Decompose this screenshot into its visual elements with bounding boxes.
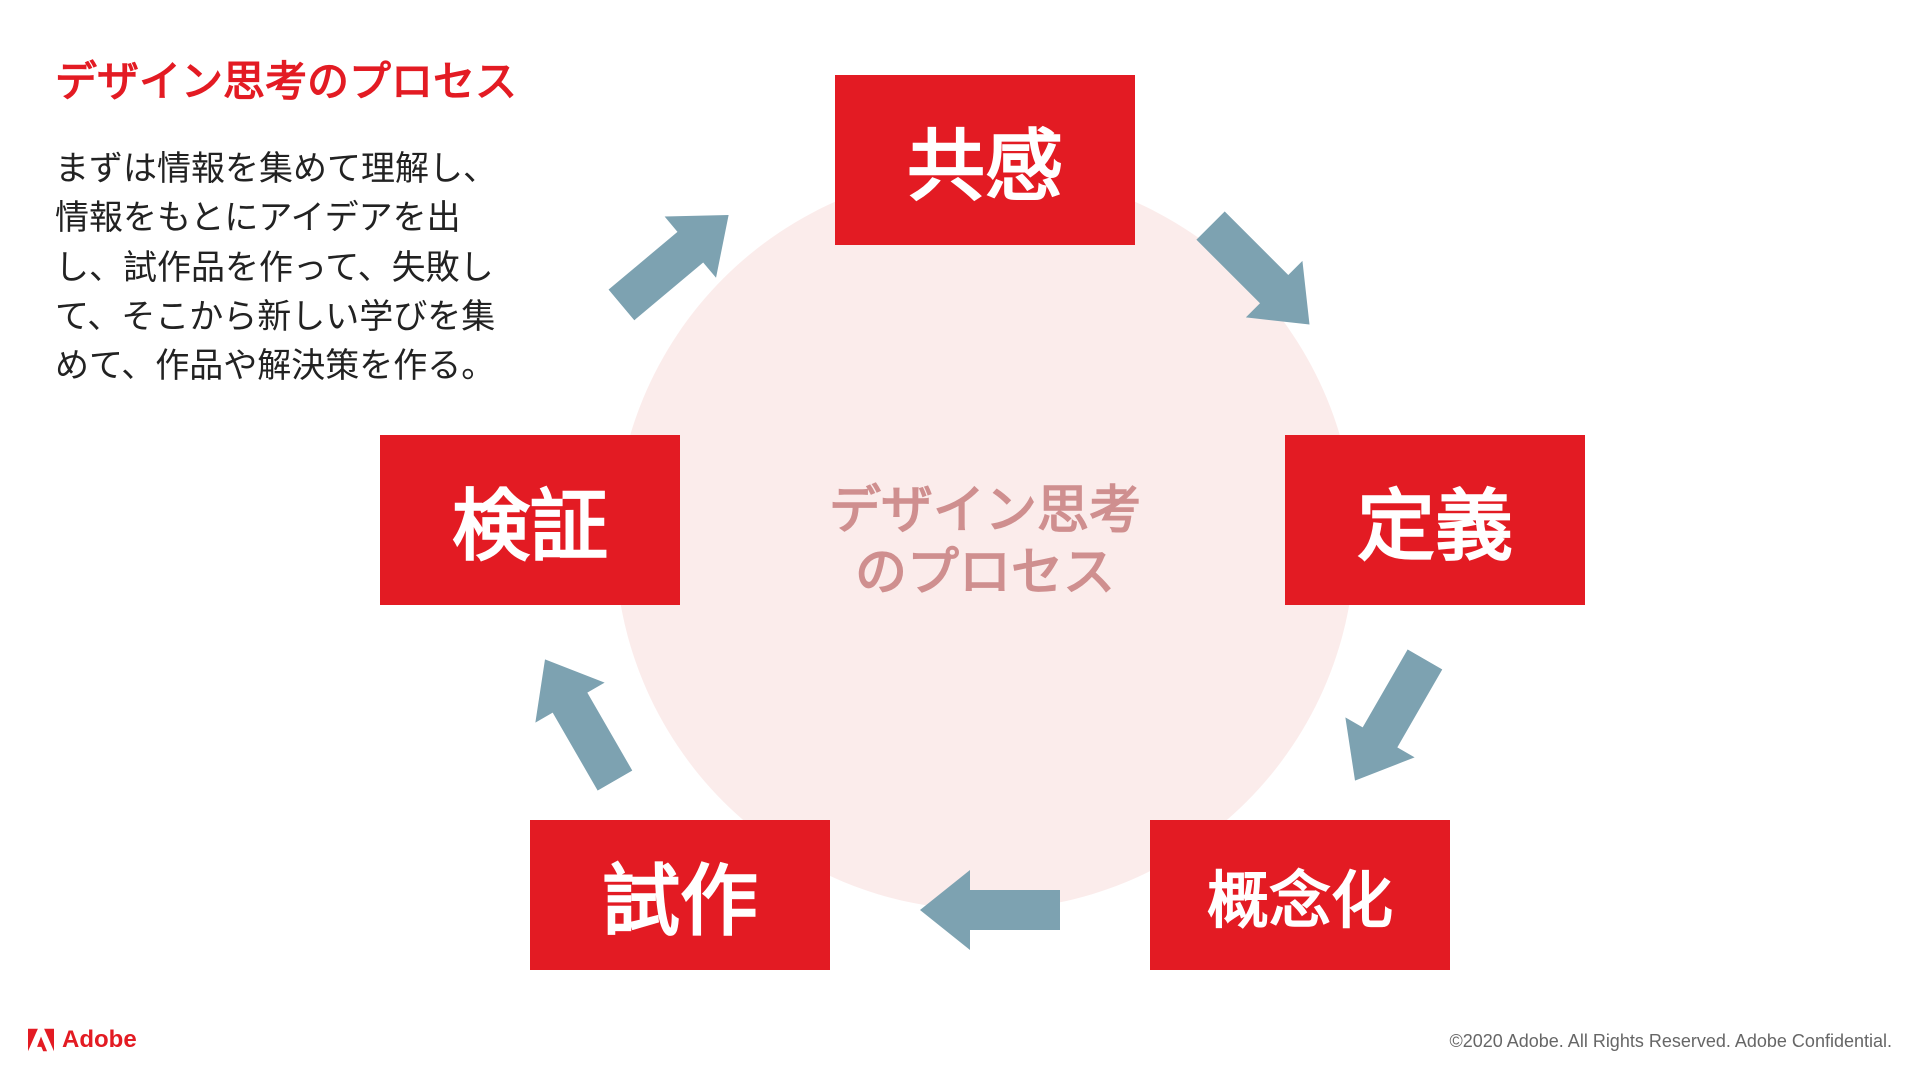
copyright-text: ©2020 Adobe. All Rights Reserved. Adobe … [1449,1031,1892,1052]
cycle-node-4: 検証 [380,435,680,605]
brand-footer: Adobe [28,1026,137,1054]
cycle-node-1: 定義 [1285,435,1585,605]
cycle-arrow-3 [510,639,649,800]
center-label-line2: のプロセス [735,542,1235,604]
cycle-node-0: 共感 [835,75,1135,245]
cycle-arrow-1 [1320,639,1459,800]
adobe-logo-icon [28,1028,54,1052]
cycle-node-3: 試作 [530,820,830,970]
center-label-line1: デザイン思考 [735,480,1235,542]
brand-name: Adobe [62,1026,137,1054]
cycle-node-2: 概念化 [1150,820,1450,970]
cycle-arrow-2 [920,870,1060,950]
cycle-diagram: デザイン思考 のプロセス 共感定義概念化試作検証 [380,40,1480,1000]
diagram-center-label: デザイン思考 のプロセス [735,480,1235,605]
